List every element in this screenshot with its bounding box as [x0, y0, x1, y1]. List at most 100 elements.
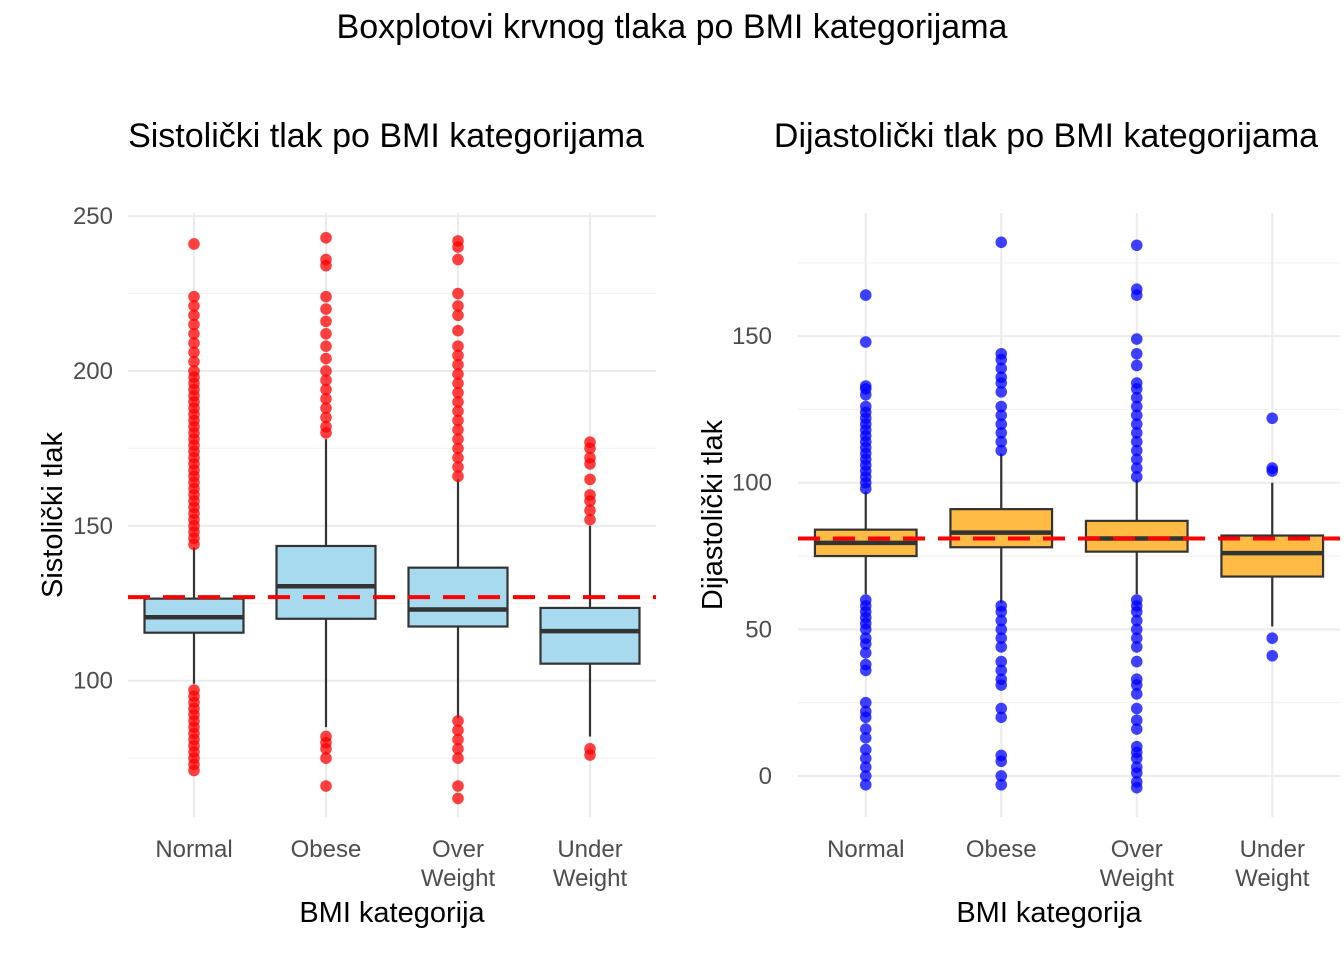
outlier-point — [452, 358, 464, 371]
outlier-point — [1130, 655, 1143, 668]
outlier-point — [320, 328, 332, 340]
outlier-point — [188, 365, 200, 377]
panel-title: Dijastolički tlak po BMI kategorijama — [774, 117, 1318, 155]
x-axis-title: BMI kategorija — [299, 897, 485, 929]
box-group-normal — [143, 238, 245, 777]
outlier-point — [859, 743, 872, 756]
outlier-point — [452, 414, 464, 427]
outlier-point — [188, 355, 200, 368]
outlier-point — [452, 324, 464, 337]
y-tick-label: 50 — [745, 616, 772, 643]
outlier-point — [995, 655, 1008, 668]
outlier-point — [452, 780, 464, 792]
outlier-point — [452, 743, 464, 755]
x-tick-label: Normal — [827, 836, 904, 863]
outlier-point — [995, 371, 1008, 383]
outlier-point — [1266, 412, 1279, 425]
outlier-point — [995, 236, 1008, 249]
outlier-point — [859, 658, 872, 671]
outlier-point — [584, 489, 596, 501]
outlier-point — [452, 396, 464, 408]
outlier-point — [995, 749, 1008, 762]
outlier-point — [995, 664, 1008, 677]
outlier-point — [320, 365, 332, 377]
outlier-point — [188, 318, 200, 331]
outlier-point — [188, 309, 200, 322]
y-tick-label: 100 — [732, 470, 772, 497]
outlier-point — [452, 733, 464, 746]
outlier-point — [1130, 702, 1143, 715]
x-tick-label: Under — [1240, 836, 1305, 863]
outlier-point — [1130, 377, 1143, 389]
outlier-point — [859, 380, 872, 392]
outlier-point — [995, 386, 1008, 398]
outlier-point — [320, 752, 332, 764]
outlier-point — [1130, 740, 1143, 753]
outlier-point — [1130, 391, 1143, 404]
outlier-point — [1130, 632, 1143, 644]
outlier-point — [1130, 444, 1143, 457]
outlier-point — [452, 715, 464, 727]
outlier-point — [859, 289, 872, 301]
outlier-point — [1130, 688, 1143, 700]
x-tick-label: Weight — [421, 865, 496, 892]
outlier-point — [452, 349, 464, 362]
outlier-point — [320, 290, 332, 303]
iqr-box — [1220, 534, 1325, 578]
outlier-point — [1130, 462, 1143, 474]
outlier-point — [859, 594, 872, 606]
x-tick-label: Under — [557, 836, 622, 863]
box-group-under-weight — [539, 436, 641, 761]
outlier-point — [452, 442, 464, 455]
outlier-point — [1130, 400, 1143, 413]
outlier-point — [995, 362, 1008, 375]
outlier-point — [320, 340, 332, 352]
iqr-box — [275, 544, 377, 620]
outlier-point — [859, 400, 872, 413]
y-tick-label: 200 — [73, 358, 113, 385]
y-tick-label: 250 — [73, 203, 113, 230]
outlier-point — [1130, 471, 1143, 483]
outlier-point — [452, 424, 464, 436]
outlier-point — [584, 473, 596, 486]
outlier-point — [859, 336, 872, 348]
outlier-point — [452, 792, 464, 805]
outlier-point — [1130, 761, 1143, 773]
outlier-point — [188, 684, 200, 696]
outlier-point — [995, 409, 1008, 422]
outlier-point — [584, 436, 596, 449]
outlier-point — [859, 732, 872, 744]
outlier-point — [320, 402, 332, 414]
x-tick-label: Over — [1111, 836, 1163, 863]
box-group-normal — [813, 289, 918, 791]
outlier-point — [452, 309, 464, 322]
x-tick-label: Normal — [155, 836, 232, 863]
systolic-boxplot-panel: Sistolički tlak po BMI kategorijama 100 15… — [37, 117, 656, 929]
outlier-point — [452, 377, 464, 390]
outlier-point — [452, 300, 464, 312]
outlier-point — [320, 352, 332, 365]
iqr-box — [539, 606, 641, 665]
x-tick-label: Weight — [553, 865, 628, 892]
box-group-obese — [275, 231, 377, 792]
outlier-point — [1130, 239, 1143, 252]
outlier-point — [452, 368, 464, 380]
outlier-point — [1130, 776, 1143, 788]
outlier-point — [995, 400, 1008, 413]
outlier-point — [452, 253, 464, 266]
outlier-point — [859, 770, 872, 782]
outlier-point — [1130, 435, 1143, 448]
outlier-point — [188, 300, 200, 312]
outlier-point — [995, 711, 1008, 724]
outlier-point — [995, 778, 1008, 791]
outlier-point — [995, 444, 1008, 457]
outlier-point — [995, 614, 1008, 627]
outlier-point — [188, 328, 200, 340]
outlier-point — [995, 673, 1008, 685]
x-tick-label: Over — [432, 836, 484, 863]
outlier-point — [320, 315, 332, 328]
outlier-point — [452, 405, 464, 418]
figure-title: Boxplotovi krvnog tlaka po BMI kategorij… — [336, 8, 1008, 46]
outlier-point — [1266, 632, 1279, 644]
x-tick-label: Weight — [1235, 865, 1310, 892]
